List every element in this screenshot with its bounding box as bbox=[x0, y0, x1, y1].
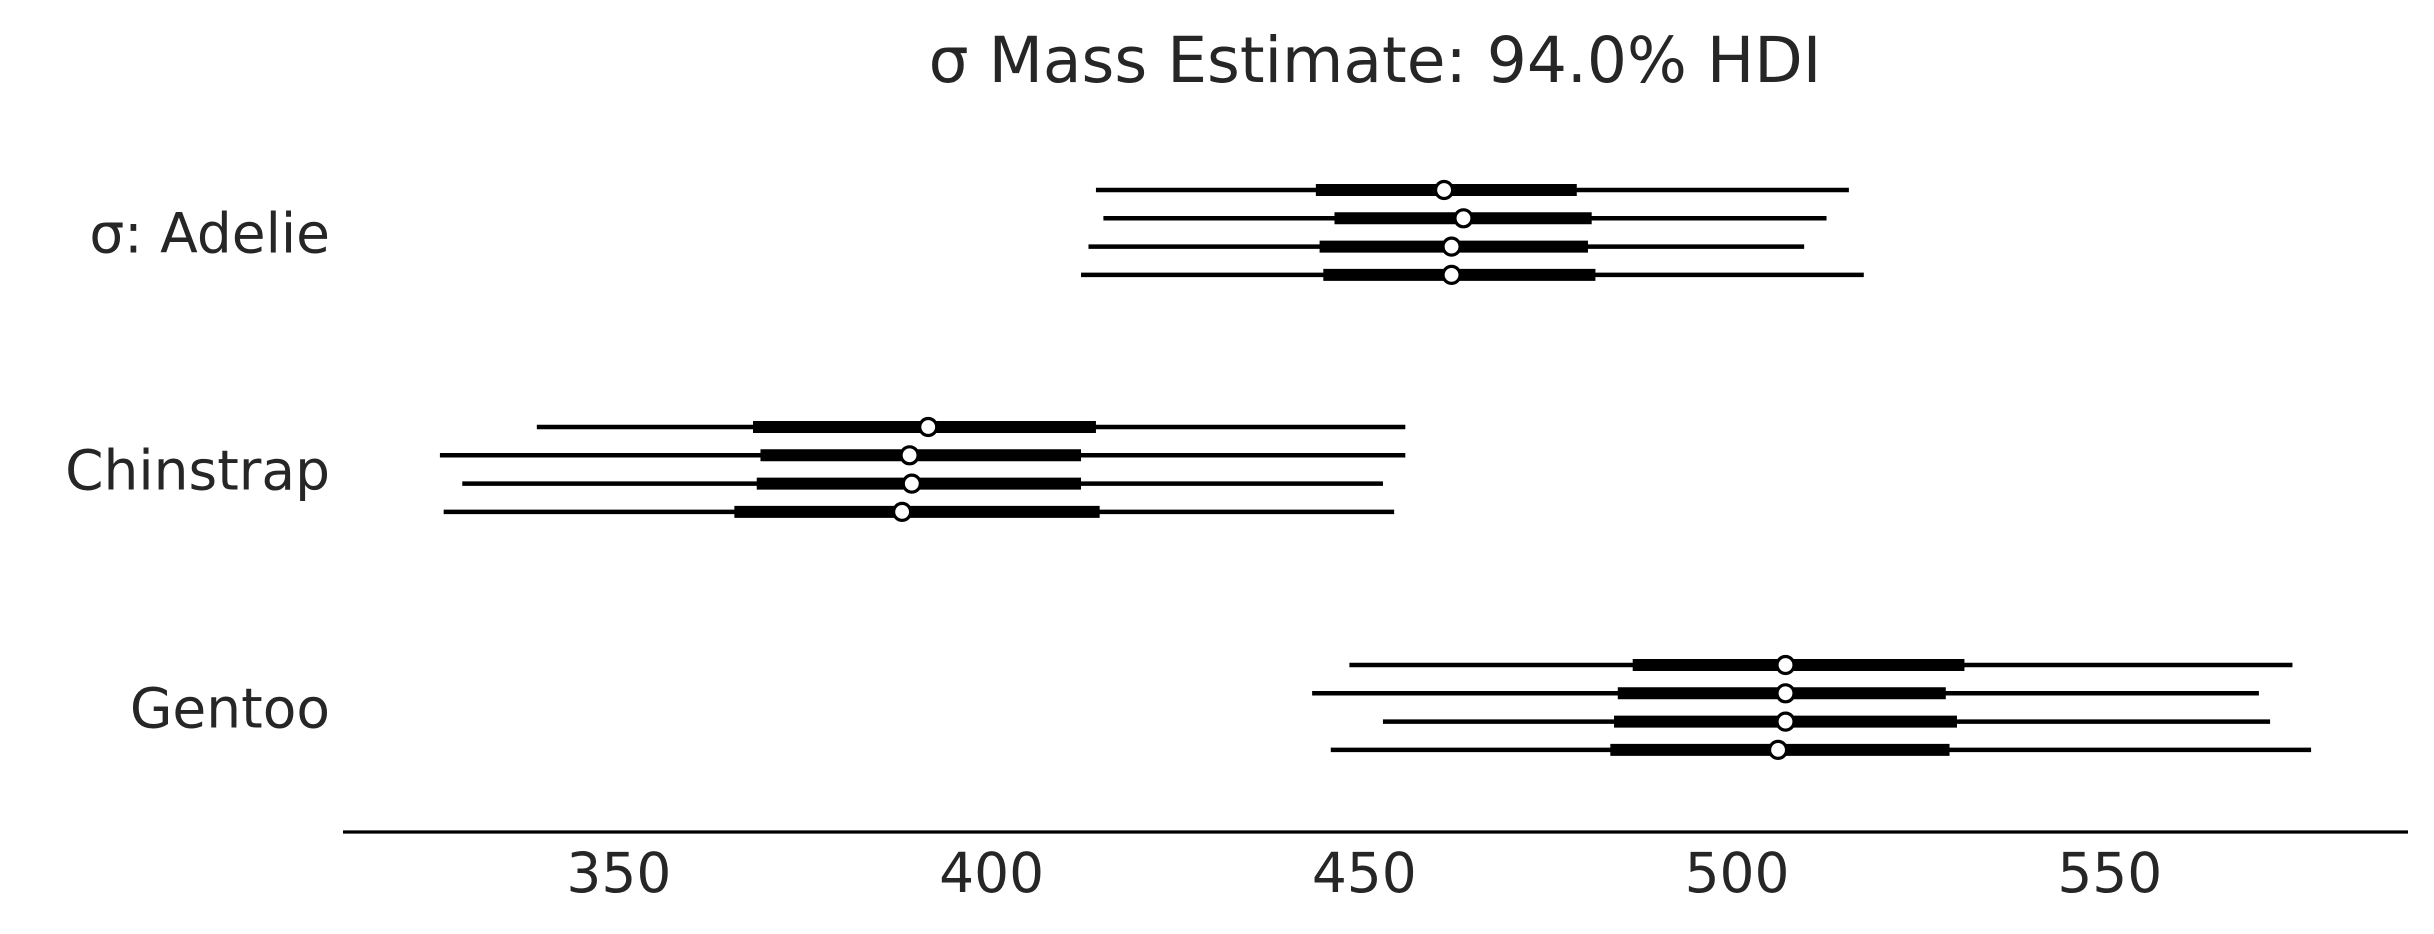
point-estimate-marker bbox=[1441, 236, 1462, 257]
forest-group bbox=[1081, 179, 1864, 285]
point-estimate-marker bbox=[1433, 179, 1455, 201]
point-estimate-marker bbox=[892, 501, 913, 522]
x-axis-ticks: 350 400 450 500 550 bbox=[566, 841, 2162, 905]
point-estimate-marker bbox=[1441, 264, 1462, 285]
point-estimate-marker bbox=[1775, 711, 1796, 732]
chains-layer bbox=[439, 179, 2312, 761]
x-tick-label: 550 bbox=[2057, 841, 2162, 905]
chart-title: σ Mass Estimate: 94.0% HDI bbox=[929, 24, 1822, 97]
point-estimate-marker bbox=[1453, 208, 1474, 229]
group-label: Chinstrap bbox=[65, 438, 330, 502]
point-estimate-marker bbox=[1775, 654, 1796, 676]
group-label: Gentoo bbox=[130, 676, 330, 740]
point-estimate-marker bbox=[918, 416, 939, 438]
point-estimate-marker bbox=[901, 473, 922, 494]
forest-group bbox=[439, 416, 1406, 522]
x-tick-label: 450 bbox=[1312, 841, 1417, 905]
point-estimate-marker bbox=[1767, 739, 1789, 761]
x-tick-label: 400 bbox=[939, 841, 1044, 905]
group-labels: σ: Adelie Chinstrap Gentoo bbox=[65, 201, 330, 740]
point-estimate-marker bbox=[899, 445, 920, 466]
group-label: σ: Adelie bbox=[89, 201, 330, 265]
forest-group bbox=[1312, 654, 2312, 761]
x-tick-label: 500 bbox=[1685, 841, 1790, 905]
point-estimate-marker bbox=[1775, 683, 1796, 704]
x-tick-label: 350 bbox=[566, 841, 671, 905]
